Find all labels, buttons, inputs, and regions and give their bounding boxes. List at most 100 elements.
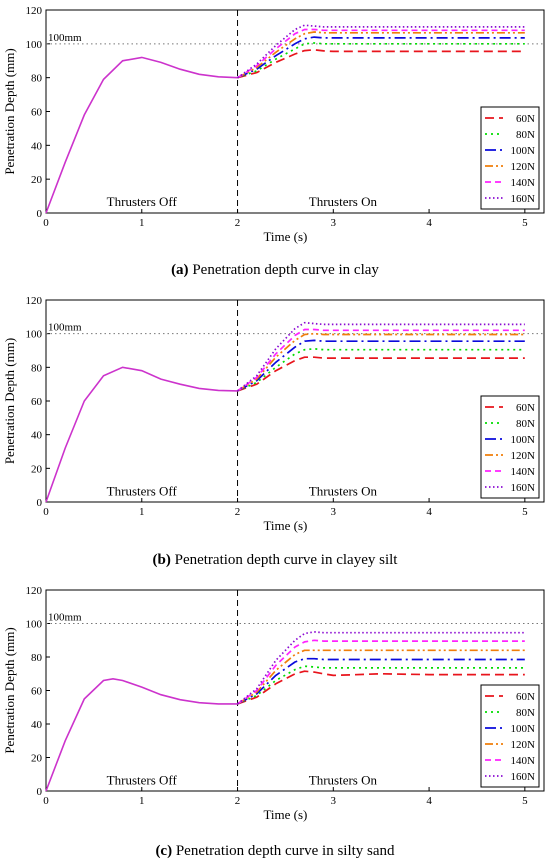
series-line-100N: [237, 36, 525, 79]
series-line-shared: [45, 366, 238, 503]
y-tick-label: 0: [37, 497, 43, 509]
legend: 60N 80N 100N 120N 140N 160N: [480, 684, 540, 788]
x-tick-label: 1: [139, 506, 145, 518]
legend-label-60N: 60N: [516, 691, 535, 703]
x-tick-label: 5: [522, 217, 528, 229]
y-tick-label: 80: [31, 73, 43, 85]
series-line-60N: [237, 356, 525, 392]
series-line-160N: [237, 24, 525, 79]
y-tick-label: 120: [26, 295, 43, 307]
x-tick-label: 3: [331, 795, 337, 807]
series-line-120N: [237, 31, 525, 79]
series-line-80N: [237, 665, 525, 705]
y-axis-label: Penetration Depth (mm): [2, 48, 17, 174]
legend-frame: [480, 395, 540, 499]
legend-label-120N: 120N: [511, 739, 536, 751]
x-tick-label: 0: [43, 795, 49, 807]
legend-label-80N: 80N: [516, 129, 535, 141]
y-tick-label: 20: [31, 753, 43, 765]
y-tick-label: 60: [31, 396, 43, 408]
series-line-140N: [237, 28, 525, 79]
x-tick-label: 1: [139, 217, 145, 229]
x-tick-label: 5: [522, 795, 528, 807]
legend-label-160N: 160N: [511, 482, 536, 494]
legend: 60N 80N 100N 120N 140N 160N: [480, 106, 540, 210]
legend-label-120N: 120N: [511, 161, 536, 173]
plot-frame: [45, 9, 545, 214]
legend-label-100N: 100N: [511, 145, 536, 157]
series-line-120N: [237, 332, 525, 392]
series-line-140N: [237, 639, 525, 705]
plot-frame: [45, 299, 545, 503]
caption-a: (a) Penetration depth curve in clay: [171, 262, 379, 278]
series-line-160N: [236, 321, 525, 392]
legend-label-100N: 100N: [511, 723, 536, 735]
y-tick-label: 0: [37, 208, 43, 220]
legend-label-140N: 140N: [511, 466, 536, 478]
legend-label-100N: 100N: [511, 434, 536, 446]
x-tick-label: 3: [331, 217, 337, 229]
legend-label-160N: 160N: [511, 771, 536, 783]
chart-panel-1: 0 1 2 3 4 5 0 20 40 60 80 100 120 Time (s) Penetration…: [2, 295, 545, 533]
x-tick-label: 0: [43, 506, 49, 518]
annotation-thrusters-on: Thrusters On: [309, 194, 378, 209]
series-line-100N: [237, 657, 525, 705]
y-tick-label: 20: [31, 463, 43, 475]
x-tick-label: 2: [235, 795, 241, 807]
annotation-thrusters-off: Thrusters Off: [107, 483, 178, 498]
y-tick-label: 60: [31, 107, 43, 119]
legend-label-60N: 60N: [516, 113, 535, 125]
legend-label-60N: 60N: [516, 402, 535, 414]
caption-b: (b) Penetration depth curve in clayey si…: [152, 552, 398, 568]
y-tick-label: 40: [31, 430, 43, 442]
series-line-60N: [237, 48, 525, 79]
series-line-160N: [236, 631, 525, 705]
series-line-140N: [237, 328, 525, 392]
y-tick-label: 80: [31, 362, 43, 374]
y-tick-label: 100: [26, 329, 43, 341]
reference-label: 100mm: [48, 32, 82, 44]
y-axis-label: Penetration Depth (mm): [2, 627, 17, 753]
annotation-thrusters-on: Thrusters On: [309, 772, 378, 787]
annotation-thrusters-off: Thrusters Off: [107, 194, 178, 209]
x-tick-label: 4: [426, 795, 432, 807]
x-tick-label: 2: [235, 217, 241, 229]
caption-c: (c) Penetration depth curve in silty san…: [155, 843, 395, 859]
series-line-shared: [45, 56, 238, 214]
plot-frame: [45, 589, 545, 792]
x-tick-label: 3: [331, 506, 337, 518]
x-axis-label: Time (s): [263, 229, 307, 244]
x-tick-label: 5: [522, 506, 528, 518]
legend: 60N 80N 100N 120N 140N 160N: [480, 395, 540, 499]
annotation-thrusters-off: Thrusters Off: [107, 772, 178, 787]
reference-label: 100mm: [48, 322, 82, 334]
legend-frame: [480, 106, 540, 210]
series-line-shared: [45, 677, 238, 792]
series-line-100N: [237, 339, 525, 392]
legend-label-120N: 120N: [511, 450, 536, 462]
chart-panel-0: 0 1 2 3 4 5 0 20 40 60 80 100 120 Time (s) Penetration…: [2, 5, 545, 244]
y-tick-label: 20: [31, 174, 43, 186]
y-tick-label: 40: [31, 719, 43, 731]
annotation-thrusters-on: Thrusters On: [309, 483, 378, 498]
x-tick-label: 4: [426, 506, 432, 518]
series-line-60N: [237, 670, 525, 705]
x-tick-label: 2: [235, 506, 241, 518]
x-tick-label: 4: [426, 217, 432, 229]
legend-frame: [480, 684, 540, 788]
legend-label-80N: 80N: [516, 707, 535, 719]
x-tick-label: 0: [43, 217, 49, 229]
legend-label-160N: 160N: [511, 193, 536, 205]
legend-label-140N: 140N: [511, 755, 536, 767]
reference-label: 100mm: [48, 612, 82, 624]
legend-label-140N: 140N: [511, 177, 536, 189]
legend-label-80N: 80N: [516, 418, 535, 430]
series-line-120N: [237, 649, 525, 705]
x-axis-label: Time (s): [263, 518, 307, 533]
y-tick-label: 100: [26, 39, 43, 51]
chart-panel-2: 0 1 2 3 4 5 0 20 40 60 80 100 120 Time (s) Penetration…: [2, 585, 545, 822]
y-tick-label: 120: [26, 585, 43, 597]
series-line-80N: [237, 347, 525, 392]
x-axis-label: Time (s): [263, 807, 307, 822]
